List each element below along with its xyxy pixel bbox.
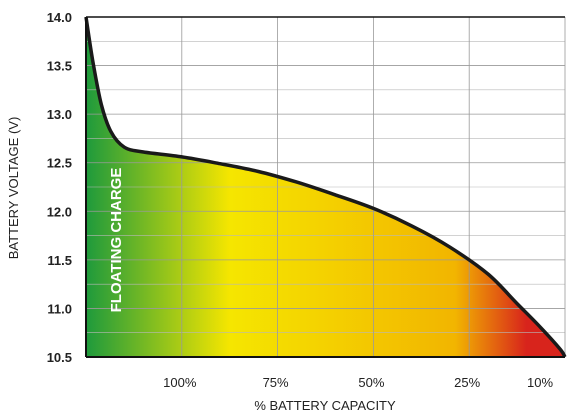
grid — [86, 16, 566, 358]
x-tick-label: 10% — [527, 375, 553, 390]
y-tick-label: 10.5 — [47, 350, 72, 365]
x-tick-label: 100% — [163, 375, 197, 390]
x-tick-labels: 100% 75% 50% 25% 10% — [163, 375, 553, 390]
x-tick-label: 50% — [358, 375, 384, 390]
y-tick-labels: 10.5 11.0 11.5 12.0 12.5 13.0 13.5 14.0 — [47, 10, 72, 365]
y-tick-label: 12.0 — [47, 204, 72, 219]
y-tick-label: 14.0 — [47, 10, 72, 25]
x-tick-label: 75% — [263, 375, 289, 390]
y-tick-label: 13.0 — [47, 107, 72, 122]
y-tick-label: 11.5 — [47, 253, 72, 268]
voltage-curve — [84, 16, 567, 358]
floating-charge-label: FLOATING CHARGE — [108, 168, 125, 313]
plot-frame — [85, 16, 565, 358]
capacity-area — [86, 17, 565, 357]
y-tick-label: 11.0 — [47, 301, 72, 316]
y-tick-label: 12.5 — [47, 156, 72, 171]
x-axis-label: % BATTERY CAPACITY — [254, 398, 396, 413]
x-tick-label: 25% — [454, 375, 480, 390]
y-tick-label: 13.5 — [47, 59, 72, 74]
y-axis-label: BATTERY VOLTAGE (V) — [6, 117, 21, 260]
